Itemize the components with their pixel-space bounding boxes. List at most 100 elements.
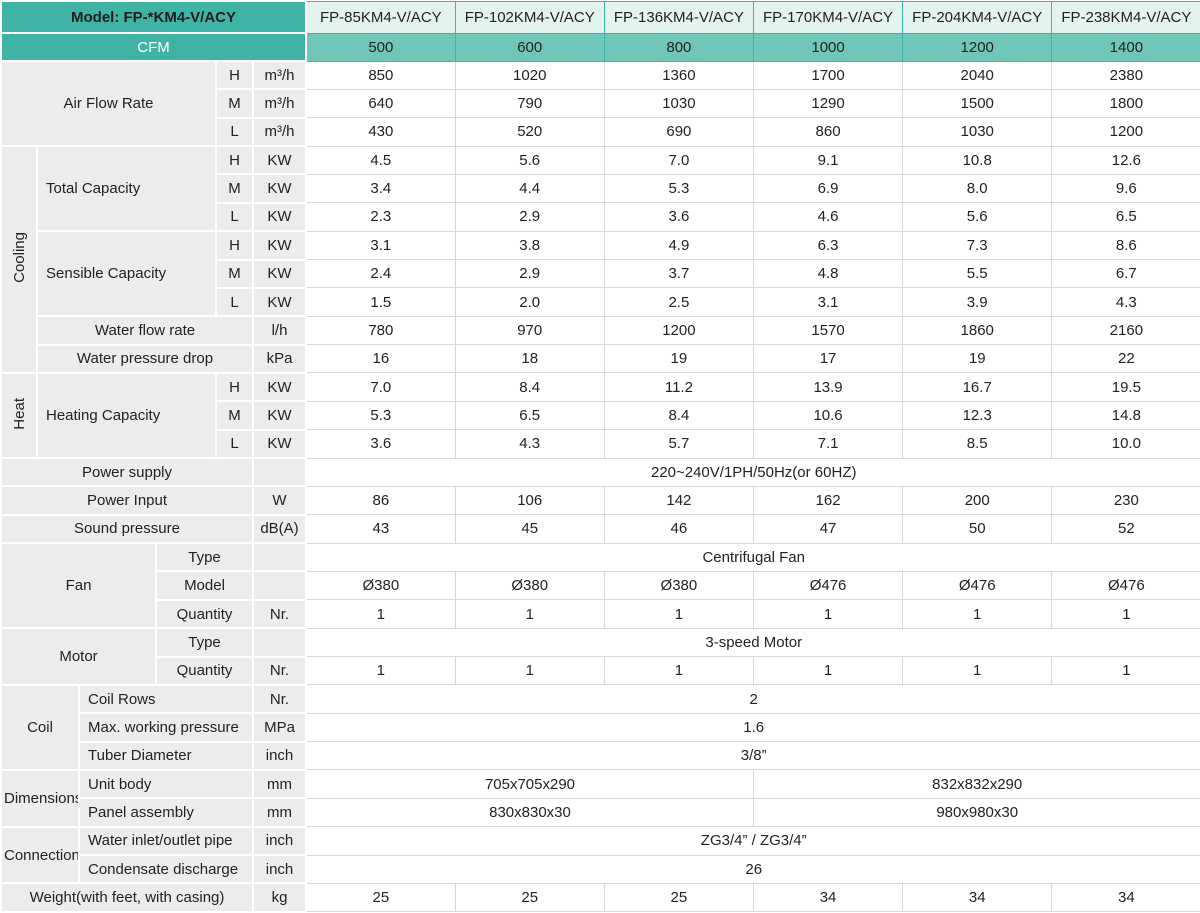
value-cell: 11.2 <box>603 372 754 402</box>
row-label: Sensible Capacity <box>36 230 217 318</box>
table-row: Model Ø380 Ø380 Ø380 Ø476 Ø476 Ø476 <box>1 570 1200 601</box>
unit: inch <box>252 854 307 885</box>
unit: dB(A) <box>252 513 307 545</box>
value-cell: 34 <box>902 882 1053 913</box>
table-row: Tuber Diameter inch 3/8” <box>1 740 1200 771</box>
model-name: FP-238KM4-V/ACY <box>1051 0 1200 34</box>
level: H <box>215 59 254 91</box>
table-row: M KW 3.4 4.4 5.3 6.9 8.0 9.6 <box>1 173 1200 204</box>
value-cell: 1 <box>752 656 904 686</box>
value-cell: 16.7 <box>902 372 1053 402</box>
value-cell: 220~240V/1PH/50Hz(or 60HZ) <box>305 457 1200 487</box>
value-cell: 5.5 <box>902 259 1053 289</box>
value-cell: 2 <box>305 684 1200 714</box>
value-cell: 1860 <box>902 315 1053 346</box>
value-cell: 6.5 <box>454 400 605 431</box>
value-cell: 1030 <box>603 88 754 119</box>
value-cell: 4.4 <box>454 173 605 204</box>
value-cell: 10.8 <box>902 145 1053 175</box>
table-row: Connection Water inlet/outlet pipe inch ZG3… <box>0 825 1200 885</box>
row-label: Weight(with feet, with casing) <box>0 882 254 913</box>
table-row: CFM 500 600 800 1000 1200 1400 <box>0 32 1200 62</box>
value-cell: 86 <box>305 485 456 516</box>
value-cell: 1020 <box>454 60 605 90</box>
value-cell: 1 <box>454 656 605 686</box>
value-cell: 1570 <box>752 315 904 346</box>
value-cell: 1 <box>603 599 754 629</box>
value-cell: 1 <box>305 656 456 686</box>
row-label: Quantity <box>155 655 254 686</box>
table-row: Quantity Nr. 1 1 1 1 1 1 <box>1 598 1200 630</box>
value-cell: 25 <box>454 882 605 913</box>
value-cell: 1030 <box>902 117 1053 147</box>
value-cell: 3.6 <box>305 429 456 459</box>
value-cell: Ø380 <box>603 570 754 601</box>
value-cell: 520 <box>454 117 605 147</box>
row-label: Water inlet/outlet pipe <box>78 825 254 857</box>
value-cell: Ø476 <box>1051 570 1200 601</box>
value-cell: 19 <box>603 344 754 374</box>
value-cell: Centrifugal Fan <box>305 542 1200 572</box>
value-cell: 832x832x290 <box>752 769 1200 799</box>
unit: m³/h <box>252 59 307 91</box>
value-cell: 19 <box>902 344 1053 374</box>
value-cell: 25 <box>603 882 754 913</box>
value-cell: 3-speed Motor <box>305 627 1200 658</box>
unit: W <box>252 485 307 516</box>
value-cell: 43 <box>305 514 456 544</box>
value-cell: Ø476 <box>902 570 1053 601</box>
table-row: Condensate discharge inch 26 <box>1 854 1200 885</box>
value-cell: 47 <box>752 514 904 544</box>
value-cell: 1 <box>603 656 754 686</box>
value-cell: 2.5 <box>603 287 754 317</box>
value-cell: 230 <box>1051 485 1200 516</box>
value-cell: 1700 <box>752 60 904 90</box>
value-cell: 1 <box>305 599 456 629</box>
level: M <box>215 88 254 119</box>
value-cell: 19.5 <box>1051 372 1200 402</box>
table-row: Cooling Total Capacity H KW 4.5 5.6 7.0 9.1 10.8… <box>0 145 1200 374</box>
value-cell: 780 <box>305 315 456 346</box>
value-cell: 6.5 <box>1051 202 1200 232</box>
unit <box>252 542 307 573</box>
cfm-value: 1000 <box>752 32 904 62</box>
value-cell: 2.4 <box>305 259 456 289</box>
level: L <box>215 428 254 460</box>
level: H <box>215 230 254 261</box>
table-row: Quantity Nr. 1 1 1 1 1 1 <box>1 655 1200 686</box>
table-row: Motor Type 3-speed Motor <box>0 627 1200 686</box>
row-label: Total Capacity <box>36 145 217 233</box>
value-cell: 46 <box>603 514 754 544</box>
row-label: Tuber Diameter <box>78 740 254 771</box>
unit: Nr. <box>252 683 307 715</box>
value-cell: 50 <box>902 514 1053 544</box>
value-cell: 26 <box>305 854 1200 884</box>
unit: KW <box>252 201 307 233</box>
unit: KW <box>252 286 307 318</box>
value-cell: 18 <box>454 344 605 374</box>
value-cell: 1200 <box>1051 117 1200 147</box>
table-row: Sound pressure dB(A) 43 45 46 47 50 52 <box>0 513 1200 545</box>
value-cell: 17 <box>752 344 904 374</box>
value-cell: 3.1 <box>305 230 456 261</box>
row-label: Model <box>155 570 254 601</box>
value-cell: 5.3 <box>305 400 456 431</box>
group-label: Motor <box>0 627 157 686</box>
model-name: FP-102KM4-V/ACY <box>454 0 605 34</box>
value-cell: 52 <box>1051 514 1200 544</box>
unit <box>252 457 307 488</box>
value-cell: 2380 <box>1051 60 1200 90</box>
value-cell: 1.6 <box>305 712 1200 743</box>
level: L <box>215 286 254 318</box>
value-cell: 4.6 <box>752 202 904 232</box>
value-cell: 4.3 <box>1051 287 1200 317</box>
cfm-value: 1400 <box>1051 32 1200 62</box>
unit: KW <box>252 258 307 289</box>
table-row: Sensible Capacity H KW 3.1 3.8 4.9 6.3 7.3 8.6 <box>1 230 1200 318</box>
value-cell: 850 <box>305 60 456 90</box>
level: M <box>215 400 254 431</box>
row-label: Sound pressure <box>0 513 254 545</box>
unit: KW <box>252 230 307 261</box>
